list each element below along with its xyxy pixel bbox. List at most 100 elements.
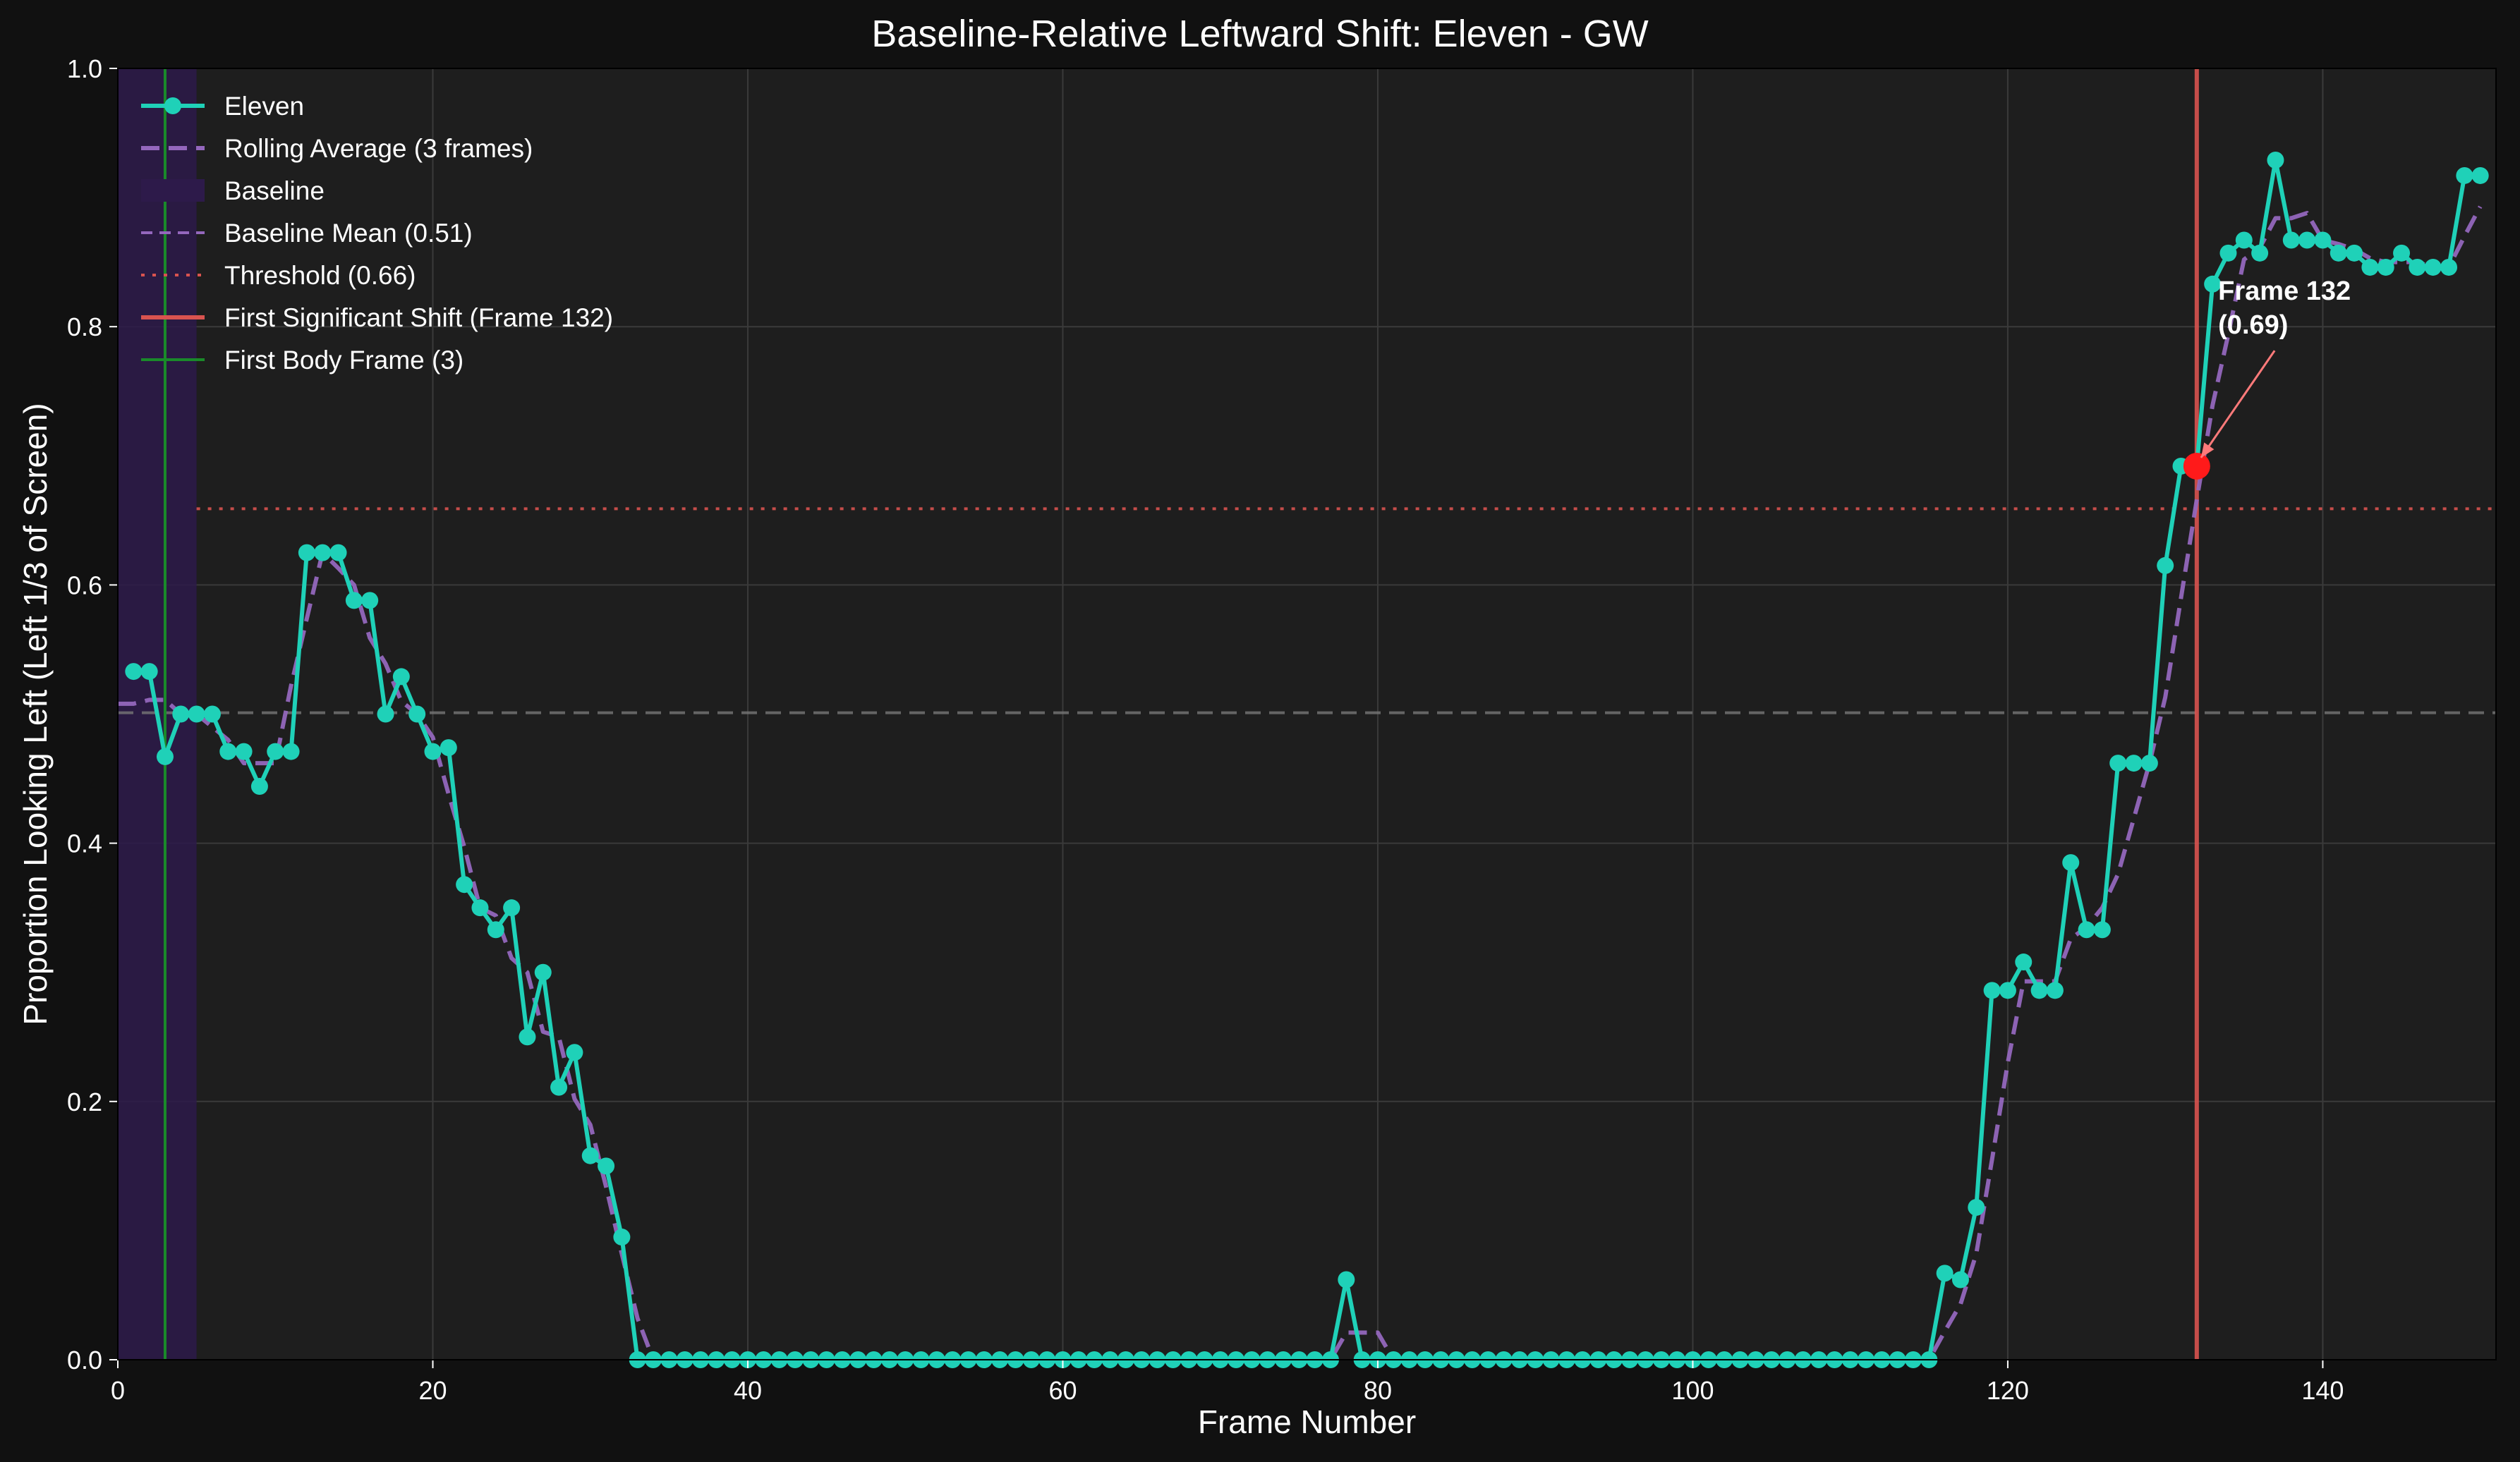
legend-swatch-patch: [141, 179, 205, 202]
first-shift-point: [2183, 452, 2210, 480]
eleven-data-point: [2062, 854, 2080, 872]
annotation-value-label: (0.69): [2218, 310, 2288, 340]
eleven-data-point: [613, 1229, 631, 1246]
eleven-data-point: [2030, 982, 2048, 999]
eleven-data-point: [456, 876, 473, 894]
eleven-data-point: [2409, 258, 2426, 276]
y-tick-label: 0.4: [67, 829, 102, 858]
y-tick-label: 0.0: [67, 1346, 102, 1375]
eleven-data-point: [2456, 166, 2473, 184]
annotation-arrowhead: [2200, 442, 2215, 458]
legend-entry: Baseline: [141, 176, 325, 205]
eleven-data-point: [345, 592, 363, 609]
eleven-data-point: [2204, 275, 2222, 293]
legend-label: Eleven: [224, 92, 304, 121]
eleven-data-point: [2330, 244, 2347, 262]
y-tick-label: 0.2: [67, 1088, 102, 1116]
eleven-data-point: [140, 663, 158, 681]
eleven-data-point: [408, 705, 426, 723]
eleven-data-point: [2157, 556, 2174, 574]
eleven-data-point: [2361, 258, 2379, 276]
eleven-data-point: [2267, 152, 2284, 169]
legend-swatch-marker: [164, 97, 181, 114]
eleven-data-point: [2015, 954, 2033, 971]
eleven-data-point: [392, 668, 410, 686]
eleven-data-point: [566, 1044, 583, 1061]
eleven-data-point: [1936, 1265, 1953, 1282]
legend-label: Rolling Average (3 frames): [224, 134, 533, 163]
legend-entry: Eleven: [141, 92, 304, 121]
eleven-data-point: [1338, 1271, 1355, 1289]
x-axis-label: Frame Number: [1198, 1403, 1416, 1440]
eleven-data-point: [2125, 755, 2143, 772]
eleven-data-point: [2393, 244, 2411, 262]
annotation-layer: Frame 132 (0.69): [2200, 276, 2351, 458]
eleven-data-point: [2440, 258, 2458, 276]
eleven-data-point: [471, 899, 489, 917]
eleven-data-point: [2046, 982, 2064, 999]
rolling-average-line: [118, 205, 2483, 1362]
eleven-data-point: [2251, 244, 2269, 262]
eleven-data-point: [2140, 755, 2158, 772]
eleven-data-point: [1951, 1271, 1969, 1289]
eleven-data-point: [503, 899, 521, 917]
y-tick-label: 1.0: [67, 54, 102, 83]
eleven-data-point: [2219, 244, 2237, 262]
eleven-data-point: [219, 743, 237, 760]
x-tick-label: 100: [1671, 1376, 1714, 1405]
legend-entry: Baseline Mean (0.51): [141, 219, 473, 248]
x-tick-label: 60: [1048, 1376, 1077, 1405]
legend-entry: Threshold (0.66): [141, 261, 416, 290]
eleven-data-point: [2346, 244, 2363, 262]
plot-frame: [117, 68, 2497, 1360]
legend-label: First Body Frame (3): [224, 346, 464, 374]
y-tick-label: 0.8: [67, 312, 102, 341]
eleven-data-point: [2093, 921, 2111, 939]
grid-lines: [117, 68, 2496, 1360]
eleven-data-point: [329, 544, 347, 561]
x-tick-label: 40: [734, 1376, 762, 1405]
eleven-data-point: [156, 748, 174, 765]
legend-entry: First Body Frame (3): [141, 346, 464, 374]
eleven-data-point: [2424, 258, 2442, 276]
eleven-data-point: [2298, 231, 2316, 249]
eleven-data-point: [424, 743, 442, 760]
eleven-data-point: [267, 743, 284, 760]
legend-entry: Rolling Average (3 frames): [141, 134, 533, 163]
eleven-data-point: [487, 921, 504, 939]
eleven-data-point: [361, 592, 379, 609]
eleven-data-point: [2078, 921, 2095, 939]
eleven-data-point: [172, 705, 190, 723]
eleven-data-point: [188, 705, 205, 723]
eleven-data-point: [1968, 1198, 1985, 1216]
eleven-data-point: [377, 705, 394, 723]
eleven-data-point: [2314, 231, 2332, 249]
annotation-arrow: [2200, 350, 2276, 458]
x-tick-label: 20: [418, 1376, 447, 1405]
x-tick-label: 140: [2301, 1376, 2344, 1405]
annotation-frame-label: Frame 132: [2218, 276, 2351, 306]
eleven-data-point: [534, 963, 552, 981]
eleven-data-point: [550, 1078, 568, 1096]
y-axis-label: Proportion Looking Left (Left 1/3 of Scr…: [17, 403, 54, 1025]
legend-entry: First Significant Shift (Frame 132): [141, 303, 613, 332]
x-tick-label: 0: [111, 1376, 125, 1405]
eleven-data-point: [2282, 231, 2300, 249]
eleven-data-point: [2471, 166, 2489, 184]
x-tick-label: 120: [1987, 1376, 2029, 1405]
eleven-data-point: [298, 544, 315, 561]
eleven-data-point: [581, 1147, 599, 1164]
eleven-data-point: [235, 743, 253, 760]
eleven-data-point: [1983, 982, 2001, 999]
eleven-data-point: [519, 1028, 536, 1046]
eleven-data-point: [203, 705, 221, 723]
eleven-data-point: [598, 1157, 615, 1175]
legend-label: Threshold (0.66): [224, 261, 416, 290]
eleven-data-point: [314, 544, 332, 561]
eleven-data-point: [2109, 755, 2127, 772]
eleven-data-point: [2377, 258, 2394, 276]
legend-label: Baseline Mean (0.51): [224, 219, 473, 248]
eleven-data-point: [125, 663, 143, 681]
eleven-data-point: [250, 778, 268, 796]
